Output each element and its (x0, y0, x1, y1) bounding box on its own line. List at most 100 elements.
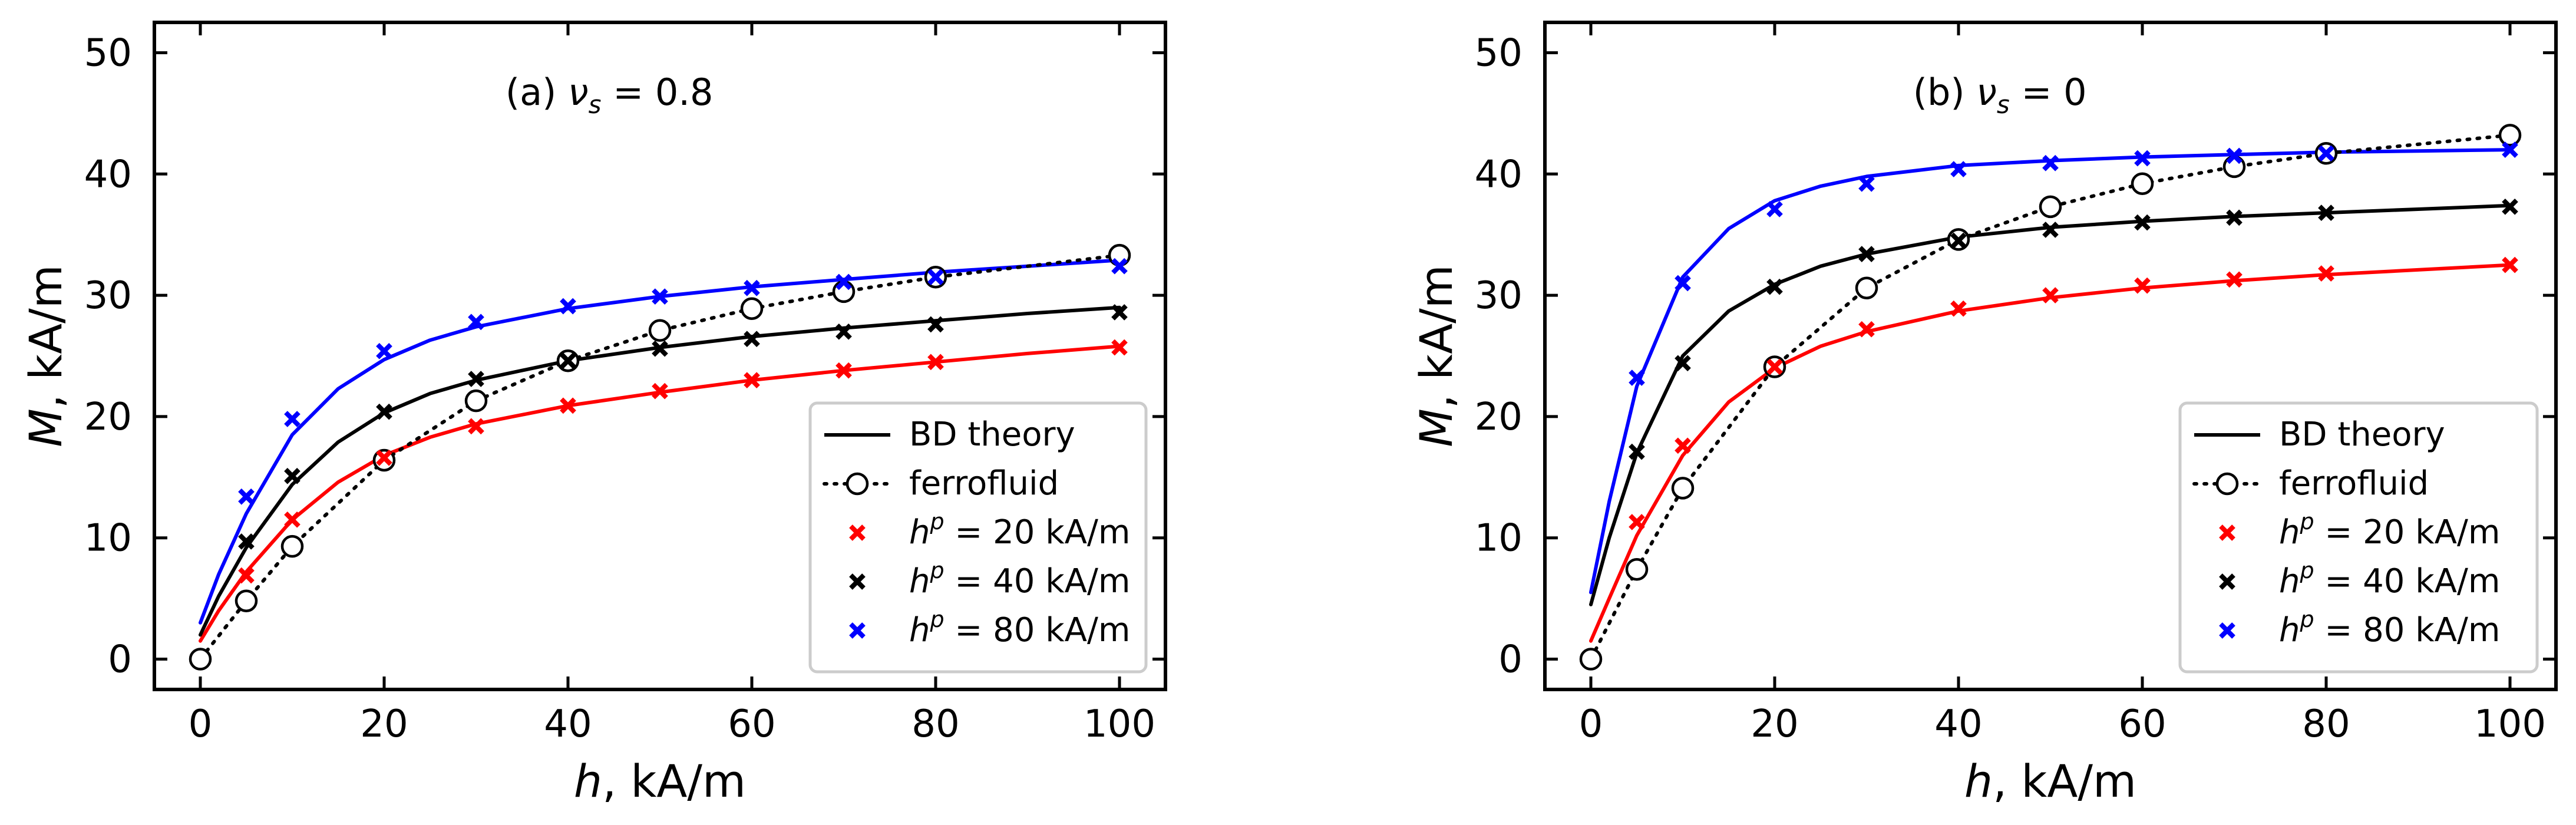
point-hp20 (744, 372, 760, 388)
axes-frame (153, 21, 1167, 691)
point-hp40 (284, 467, 300, 484)
legend-ferro-swatch-marker (846, 472, 869, 496)
point-hp40 (1766, 278, 1783, 295)
point-hp40 (1629, 443, 1645, 460)
x-tick-label: 60 (2118, 702, 2166, 746)
legend: BD theory ferrofluid hp = 20 kA/m hp = 40 k… (2178, 401, 2539, 674)
point-hp40 (2226, 209, 2243, 226)
legend-hp-marker (2219, 573, 2235, 590)
legend-hp-label: hp = 40 kA/m (2279, 557, 2500, 600)
point-hp40 (2134, 214, 2151, 231)
point-hp20 (1675, 437, 1691, 454)
x-tick-label: 80 (2302, 702, 2350, 746)
legend-theory-label: BD theory (909, 415, 1075, 454)
x-axis-label: h, kA/m (574, 755, 746, 807)
point-hp80 (1858, 175, 1875, 192)
ferrofluid-point (1625, 557, 1649, 581)
point-hp20 (1858, 321, 1875, 338)
point-hp40 (2042, 222, 2059, 238)
x-axis-label: h, kA/m (1964, 755, 2136, 807)
point-hp40 (238, 533, 255, 550)
y-tick-label: 50 (1475, 31, 1523, 75)
y-tick-label: 10 (1475, 517, 1523, 560)
y-tick-label: 30 (84, 274, 132, 318)
point-hp20 (560, 397, 576, 414)
point-hp20 (835, 362, 852, 379)
x-tick-label: 40 (1934, 702, 1982, 746)
y-tick-label: 0 (1498, 638, 1523, 682)
point-hp20 (1950, 300, 1967, 317)
point-hp40 (927, 316, 944, 333)
x-tick-label: 60 (728, 702, 775, 746)
panel-b: 0 20 40 60 80 100 0 10 20 30 40 50 h, kA/m M, kA/m (b)… (1410, 21, 2558, 807)
x-tick-label: 20 (360, 702, 408, 746)
legend-hp-marker (849, 524, 866, 541)
y-tick-label: 40 (1475, 153, 1523, 196)
point-hp20 (927, 354, 944, 371)
legend-box (2178, 401, 2539, 674)
ferrofluid-point (1671, 477, 1695, 500)
ferrofluid-point (648, 319, 672, 342)
y-tick-label: 10 (84, 517, 132, 560)
point-hp80 (1629, 369, 1645, 386)
plot-area (189, 243, 1131, 671)
y-tick-label: 20 (84, 395, 132, 439)
axes-frame (1543, 21, 2558, 691)
panel-annotation: (b) νs = 0 (1913, 71, 2087, 119)
point-hp40 (2318, 204, 2334, 221)
point-hp80 (238, 488, 255, 505)
y-tick-label: 20 (1475, 395, 1523, 439)
ferrofluid-point (2131, 172, 2154, 195)
point-hp80 (1675, 275, 1691, 292)
point-hp20 (652, 382, 668, 400)
ferrofluid-point (235, 589, 258, 613)
ferrofluid-point (1579, 648, 1603, 671)
point-hp40 (652, 340, 668, 357)
legend-theory-label: BD theory (2279, 415, 2445, 454)
y-axis-label: M, kA/m (19, 265, 72, 447)
ferrofluid-point (1855, 276, 1878, 299)
y-tick-label: 0 (108, 638, 132, 682)
legend-hp-label: hp = 20 kA/m (2279, 509, 2500, 552)
point-hp80 (2226, 147, 2243, 164)
point-hp40 (1675, 355, 1691, 372)
point-hp40 (1858, 246, 1875, 262)
theory-line-blue (199, 258, 1121, 625)
point-hp40 (560, 352, 576, 369)
point-hp80 (560, 298, 576, 315)
y-axis-label: M, kA/m (1410, 265, 1462, 447)
plot-area (1579, 124, 2522, 671)
point-hp20 (284, 512, 300, 528)
point-hp40 (1950, 232, 1967, 249)
ferrofluid-point (740, 297, 764, 320)
point-hp20 (2134, 277, 2151, 294)
point-hp20 (2502, 256, 2518, 273)
point-hp20 (238, 567, 255, 584)
legend-box (808, 401, 1148, 674)
panel-a: 0 20 40 60 80 100 0 10 20 30 40 50 h, kA/m M, kA/m (a)… (19, 21, 1167, 807)
point-hp80 (2318, 145, 2334, 162)
x-tick-label: 80 (911, 702, 959, 746)
x-tick-label: 0 (1579, 702, 1603, 746)
y-tick-label: 50 (84, 31, 132, 75)
point-hp40 (468, 371, 484, 387)
legend-ferro-label: ferrofluid (2279, 464, 2429, 503)
legend: BD theory ferrofluid hp = 20 kA/m hp = 40 k… (808, 401, 1148, 674)
point-hp80 (1766, 201, 1783, 217)
panel-annotation: (a) νs = 0.8 (506, 71, 714, 119)
legend-ferro-swatch-marker (2215, 472, 2239, 496)
legend-hp-marker (849, 622, 866, 639)
ferrofluid-point (464, 389, 488, 412)
point-hp40 (1111, 304, 1128, 321)
point-hp20 (376, 450, 392, 466)
point-hp20 (1766, 358, 1783, 375)
point-hp80 (468, 314, 484, 331)
y-tick-label: 30 (1475, 274, 1523, 318)
x-tick-label: 100 (1084, 702, 1155, 746)
x-tick-label: 100 (2474, 702, 2546, 746)
legend-ferro-label: ferrofluid (909, 464, 1059, 503)
point-hp40 (835, 324, 852, 340)
point-hp80 (2042, 154, 2059, 171)
point-hp20 (2042, 287, 2059, 303)
